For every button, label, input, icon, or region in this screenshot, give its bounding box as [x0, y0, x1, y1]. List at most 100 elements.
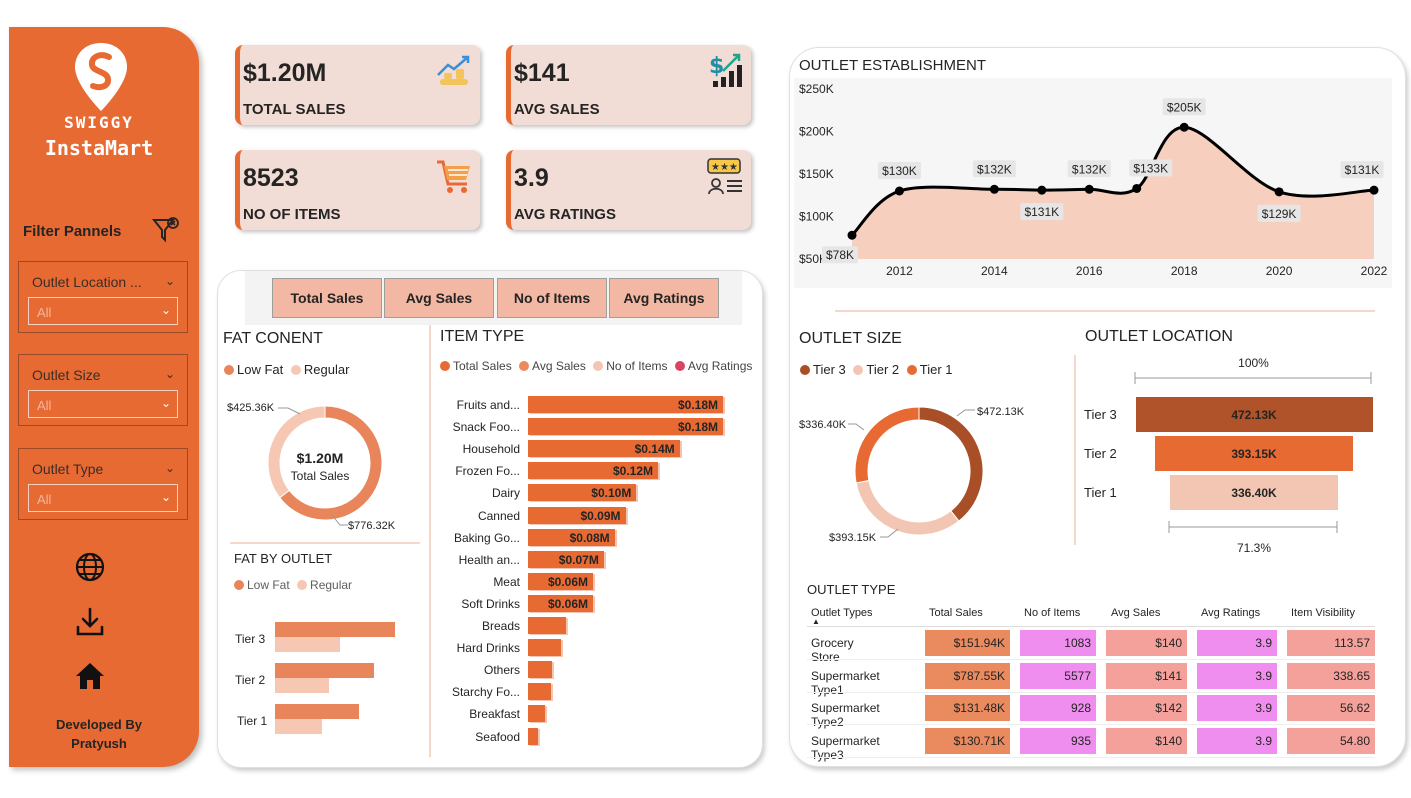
slicer-outlet-size[interactable]: Outlet Size ⌄ All ⌄: [18, 354, 188, 426]
data-point[interactable]: [1179, 122, 1189, 132]
table-cell: $131.48K: [925, 695, 1010, 721]
item-type-value: $0.10M: [591, 486, 632, 501]
home-icon[interactable]: [73, 659, 107, 693]
data-label: $78K: [826, 248, 854, 262]
table-cell: $787.55K: [925, 662, 1010, 689]
chevron-down-icon[interactable]: ⌄: [160, 490, 171, 504]
x-tick-label: 2012: [886, 264, 913, 278]
donut-slice[interactable]: [267, 405, 326, 499]
item-type-label: Canned: [477, 508, 520, 523]
item-type-bar[interactable]: [528, 550, 604, 568]
data-point[interactable]: [1037, 185, 1047, 195]
chevron-down-icon[interactable]: ⌄: [164, 274, 175, 288]
legend-regular: Regular: [303, 362, 350, 377]
globe-icon[interactable]: [73, 550, 107, 584]
chevron-down-icon[interactable]: ⌄: [160, 396, 171, 410]
legend-dot: [440, 361, 450, 371]
data-point[interactable]: [1369, 185, 1379, 195]
col-header-avg-sales[interactable]: Avg Sales: [1111, 607, 1161, 619]
clear-filter-icon[interactable]: [151, 215, 181, 245]
item-type-bar[interactable]: [528, 683, 551, 701]
x-tick-label: 2022: [1361, 264, 1388, 278]
sort-ascending-icon[interactable]: ▲: [812, 617, 820, 626]
y-tick-label: $150K: [799, 167, 834, 181]
chevron-down-icon[interactable]: ⌄: [164, 461, 175, 475]
item-type-bar[interactable]: [528, 462, 658, 480]
legend-dot: [290, 365, 301, 375]
slicer-outlet-type[interactable]: Outlet Type ⌄ All ⌄: [18, 448, 188, 520]
funnel-bar[interactable]: [1169, 475, 1339, 510]
item-type-bar[interactable]: [528, 727, 538, 745]
legend-total-sales: Total Sales: [453, 359, 512, 373]
outlet-location-funnel: Tier 3 472.13K Tier 2 393.15K Tier 1 336.40K: [1080, 396, 1380, 516]
item-type-bar[interactable]: [528, 572, 593, 590]
data-label: $132K: [1072, 162, 1107, 176]
data-point[interactable]: [1132, 183, 1142, 193]
filter-panel-title: Filter Pannels: [23, 223, 122, 240]
fat-outlet-bar[interactable]: [275, 678, 330, 693]
outlet-type-name: Supermarket Type2: [811, 701, 880, 729]
fat-outlet-bar[interactable]: [275, 663, 375, 678]
funnel-bar[interactable]: [1135, 397, 1373, 432]
fat-outlet-bar[interactable]: [275, 637, 340, 652]
legend-dot: [674, 361, 685, 371]
legend-dot: [234, 580, 244, 590]
data-point[interactable]: [1274, 187, 1284, 197]
fat-outlet-bar[interactable]: [275, 622, 395, 637]
dollar-chart-icon: $: [709, 53, 742, 87]
item-type-bar[interactable]: [528, 418, 723, 436]
item-type-bar[interactable]: [528, 484, 637, 502]
col-header-no-of-items[interactable]: No of Items: [1024, 607, 1081, 619]
col-header-outlet-types[interactable]: Outlet Types: [811, 607, 873, 619]
developer-credit: Developed By Pratyush: [9, 715, 189, 753]
leader-line: [278, 407, 301, 415]
item-type-bar[interactable]: [528, 639, 561, 657]
fat-outlet-bar[interactable]: [275, 719, 323, 734]
col-header-total-sales[interactable]: Total Sales: [929, 607, 983, 619]
row-divider: [807, 691, 1375, 693]
outlet-type-name: Supermarket Type3: [811, 733, 880, 762]
item-type-bar[interactable]: [528, 396, 723, 413]
slicer-dropdown[interactable]: All ⌄: [28, 484, 178, 512]
item-type-bar[interactable]: [528, 594, 593, 612]
slicer-dropdown[interactable]: All ⌄: [28, 297, 178, 325]
data-point[interactable]: [847, 230, 857, 240]
slicer-outlet-location[interactable]: Outlet Location ... ⌄ All ⌄: [18, 261, 188, 333]
outlet-type-title: OUTLET TYPE: [807, 582, 896, 597]
avg-ratings-button[interactable]: Avg Ratings: [609, 278, 719, 318]
chevron-down-icon[interactable]: ⌄: [160, 303, 171, 317]
data-point[interactable]: [1084, 184, 1094, 194]
item-type-chart: Fruits and... $0.18M Snack Foo... $0.18M Hou…: [420, 396, 750, 750]
x-tick-label: 2014: [981, 264, 1008, 278]
no-of-items-button[interactable]: No of Items: [497, 278, 607, 318]
item-type-value: $0.08M: [569, 530, 610, 545]
item-type-bar[interactable]: [528, 661, 552, 679]
legend-dot: [906, 365, 917, 375]
col-header-avg-ratings[interactable]: Avg Ratings: [1201, 607, 1261, 619]
legend-avg-ratings: Avg Ratings: [687, 359, 753, 373]
item-type-bar[interactable]: [528, 440, 680, 458]
item-type-label: Fruits and...: [456, 398, 520, 412]
avg-sales-button[interactable]: Avg Sales: [384, 278, 494, 318]
item-type-label: Snack Foo...: [452, 420, 520, 435]
item-type-bar[interactable]: [528, 617, 566, 634]
fat-outlet-bar[interactable]: [275, 704, 359, 719]
funnel-bar[interactable]: [1155, 436, 1353, 471]
data-point[interactable]: [894, 186, 904, 196]
donut-slice[interactable]: [854, 406, 920, 484]
donut-slice[interactable]: [918, 406, 984, 522]
outlet-establishment-title: OUTLET ESTABLISHMENT: [799, 57, 986, 74]
data-label: $205K: [1167, 100, 1202, 114]
total-sales-button[interactable]: Total Sales: [272, 278, 382, 318]
chevron-down-icon[interactable]: ⌄: [164, 367, 175, 381]
slicer-dropdown[interactable]: All ⌄: [28, 390, 178, 418]
item-type-bar[interactable]: [528, 705, 546, 723]
item-type-bar[interactable]: [528, 506, 626, 524]
col-header-item-visibility[interactable]: Item Visibility: [1291, 607, 1355, 619]
data-point[interactable]: [989, 184, 999, 194]
donut-slice[interactable]: [855, 479, 960, 536]
legend-dot: [593, 361, 604, 371]
item-type-bar[interactable]: [528, 528, 615, 546]
leader-line: [331, 514, 348, 526]
download-icon[interactable]: [73, 605, 107, 639]
